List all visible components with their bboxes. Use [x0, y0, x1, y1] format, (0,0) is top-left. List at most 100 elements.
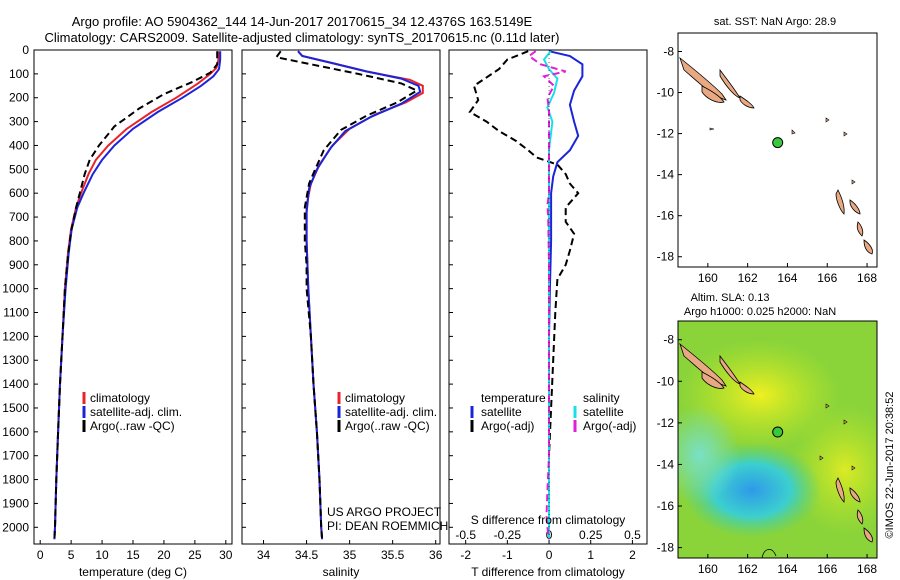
legend-title-salinity: salinity [583, 391, 620, 405]
salinity-series [274, 50, 424, 540]
sla-map-title-line1: Altim. SLA: 0.13 [691, 292, 770, 304]
difference-panel-frame [448, 49, 648, 545]
legend-label-climatology: climatology [345, 391, 405, 405]
map-y-tick-label: -16 [657, 209, 675, 223]
imos-timestamp: ©IMOS 22-Jun-2017 20:38:52 [884, 392, 896, 539]
sla-low-region [678, 405, 740, 505]
map-y-tick-label: -14 [657, 168, 675, 182]
depth-tick-label: 300 [9, 115, 29, 129]
t-difference-xlabel: T difference from climatology [471, 565, 625, 579]
small-islands [819, 403, 856, 471]
sst-map-axes: 160 162 164 166 168 -8 -10 -12 -14 -16 -18 [657, 44, 878, 285]
map-y-tick-label: -8 [663, 333, 674, 347]
s-difference-xlabel: S difference from climatology [471, 513, 626, 527]
depth-tick-label: 1900 [2, 496, 29, 510]
island-shape [701, 85, 725, 103]
series-line-argo [274, 50, 419, 540]
t-difference-x-axis: -2 -1 0 1 2 [460, 540, 636, 562]
depth-tick-label: 1300 [2, 353, 29, 367]
figure-title-line2: Climatology: CARS2009. Satellite-adjuste… [45, 30, 560, 45]
depth-tick-label: 1500 [2, 401, 29, 415]
depth-tick-label: 1200 [2, 329, 29, 343]
sla-map-title-line2: Argo h1000: 0.025 h2000: NaN [684, 306, 836, 318]
map-x-tick-label: 166 [817, 562, 837, 576]
depth-tick-label: 100 [9, 67, 29, 81]
x-tick-label: 20 [157, 548, 171, 562]
depth-tick-label: 400 [9, 138, 29, 152]
x-tick-label: -2 [460, 548, 471, 562]
temperature-xlabel: temperature (deg C) [79, 565, 187, 579]
depth-tick-label: 800 [9, 234, 29, 248]
series-line-t-argo [468, 50, 580, 540]
sst-map-title: sat. SST: NaN Argo: 28.9 [714, 16, 836, 28]
sla-map-axes: 160 162 164 166 168 -8 -10 -12 -14 -16 -18 [657, 333, 878, 576]
series-line-climatology [53, 51, 220, 540]
legend-label-argo: Argo(..raw -QC) [90, 419, 175, 433]
vanuatu-island-shape [849, 487, 861, 503]
map-y-tick-label: -16 [657, 499, 675, 513]
sla-map-frame [677, 320, 878, 559]
depth-tick-label: 200 [9, 91, 29, 105]
legend-label-s-argo: Argo(-adj) [583, 419, 636, 433]
map-x-tick-label: 160 [698, 562, 718, 576]
salinity-x-axis: 34 34.5 35 35.5 36 [257, 540, 443, 562]
depth-tick-label: 600 [9, 186, 29, 200]
series-line-climatology [297, 50, 424, 540]
depth-tick-label: 1100 [3, 306, 29, 320]
project-credit-line2: PI: DEAN ROEMMICH [327, 519, 448, 533]
s-tick-label: -0.5 [455, 528, 476, 542]
island-shape [739, 95, 755, 109]
depth-tick-label: 0 [22, 43, 29, 57]
salinity-xlabel: salinity [323, 565, 360, 579]
legend-label-s-satellite: satellite [583, 405, 624, 419]
x-tick-label: 36 [429, 548, 443, 562]
project-credit-line1: US ARGO PROJECT [327, 505, 442, 519]
difference-legend: temperature salinity satellite Argo(-adj… [470, 391, 636, 433]
vanuatu-island-shape [863, 239, 873, 255]
sst-map-land [679, 56, 873, 255]
sst-map-frame [677, 32, 878, 268]
x-tick-label: 35.5 [381, 548, 405, 562]
map-x-tick-label: 162 [738, 271, 758, 285]
inner-depth-ticks [242, 49, 453, 528]
x-tick-label: -1 [502, 548, 513, 562]
map-y-tick-label: -8 [663, 44, 674, 58]
map-y-tick-label: -18 [657, 541, 675, 555]
salinity-legend: climatology satellite-adj. clim. Argo(..… [337, 391, 437, 433]
vanuatu-island-shape [863, 527, 873, 543]
series-line-satellite [53, 51, 222, 540]
map-y-tick-label: -12 [657, 416, 675, 430]
s-difference-x-axis: -0.5 -0.25 0 0.25 0.5 [455, 528, 641, 542]
legend-label-t-argo: Argo(-adj) [481, 419, 534, 433]
x-tick-label: 2 [629, 548, 636, 562]
vanuatu-island-shape [856, 509, 864, 525]
x-tick-label: 35 [343, 548, 357, 562]
argo-float-marker [772, 426, 784, 438]
series-line-s-argo [527, 50, 566, 540]
figure-title-line1: Argo profile: AO 5904362_144 14-Jun-2017… [72, 14, 533, 29]
map-x-tick-label: 168 [857, 271, 877, 285]
map-y-tick-label: -10 [657, 86, 675, 100]
map-y-tick-label: -18 [657, 250, 675, 264]
temperature-series [53, 51, 222, 540]
depth-tick-label: 2000 [2, 520, 29, 534]
map-x-tick-label: 166 [817, 271, 837, 285]
x-tick-label: 10 [95, 548, 109, 562]
legend-label-satellite: satellite-adj. clim. [345, 405, 437, 419]
legend-title-temperature: temperature [481, 391, 546, 405]
x-tick-label: 30 [219, 548, 233, 562]
island-shape [701, 371, 725, 389]
x-tick-label: 5 [68, 548, 75, 562]
depth-tick-label: 1400 [2, 377, 29, 391]
s-tick-label: 0.25 [579, 528, 603, 542]
x-tick-label: 15 [126, 548, 140, 562]
depth-tick-label: 900 [9, 258, 29, 272]
x-tick-label: 0 [546, 548, 553, 562]
temperature-legend: climatology satellite-adj. clim. Argo(..… [82, 391, 182, 433]
vanuatu-island-shape [835, 477, 845, 503]
map-y-tick-label: -10 [657, 374, 675, 388]
map-x-tick-label: 164 [777, 271, 797, 285]
island-shape [739, 381, 755, 395]
depth-tick-label: 1600 [2, 425, 29, 439]
